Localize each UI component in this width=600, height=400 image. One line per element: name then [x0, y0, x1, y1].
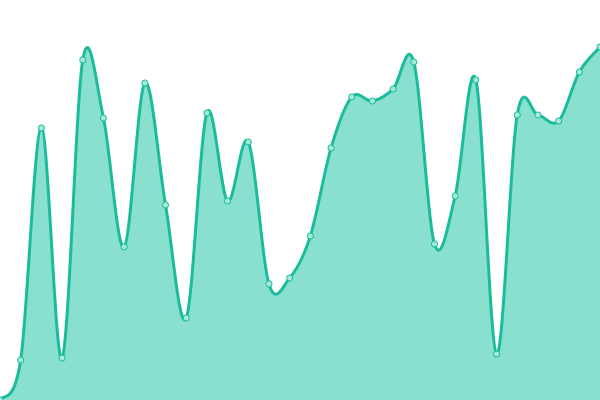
series-line: [0, 46, 600, 400]
data-points: [0, 43, 600, 400]
data-point-23: [472, 76, 480, 84]
data-point-0: [0, 396, 4, 400]
data-point-15: [306, 232, 314, 240]
data-point-26: [534, 111, 542, 119]
data-point-4: [79, 56, 87, 64]
data-point-18: [368, 97, 376, 105]
data-point-21: [430, 240, 438, 248]
data-point-6: [120, 243, 128, 251]
data-point-2: [37, 124, 45, 132]
data-point-9: [182, 314, 190, 322]
data-point-25: [513, 111, 521, 119]
data-point-5: [99, 114, 107, 122]
data-point-27: [555, 117, 563, 125]
data-point-12: [244, 138, 252, 146]
data-point-1: [17, 356, 25, 364]
data-point-13: [265, 280, 273, 288]
data-point-3: [58, 354, 66, 362]
data-point-22: [451, 192, 459, 200]
data-point-20: [410, 58, 418, 66]
data-point-28: [575, 68, 583, 76]
data-point-17: [348, 93, 356, 101]
data-point-7: [141, 79, 149, 87]
data-point-19: [389, 85, 397, 93]
data-point-8: [162, 201, 170, 209]
data-point-29: [596, 43, 600, 51]
data-point-16: [327, 144, 335, 152]
data-point-11: [224, 197, 232, 205]
data-point-10: [203, 109, 211, 117]
data-point-24: [493, 350, 501, 358]
data-point-14: [286, 274, 294, 282]
area-fill: [0, 47, 600, 400]
